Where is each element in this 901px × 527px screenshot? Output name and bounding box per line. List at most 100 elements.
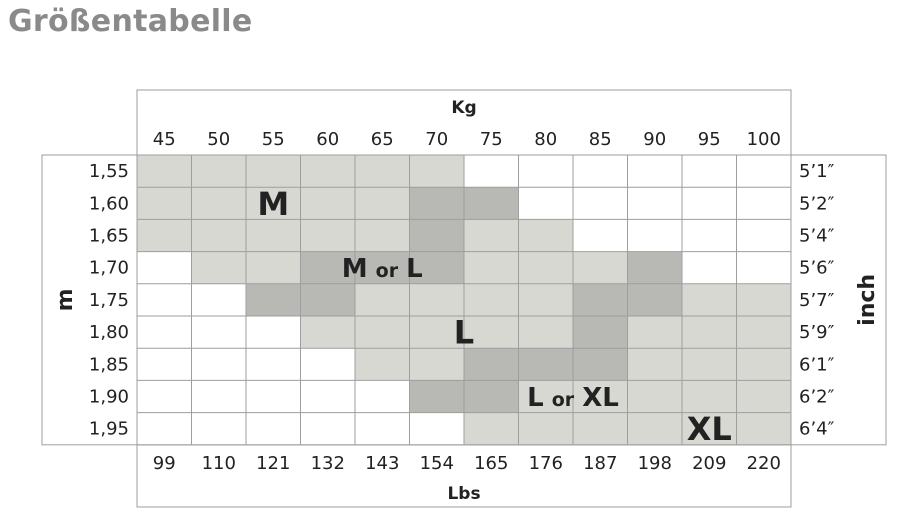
- chart-cell: [736, 219, 791, 252]
- y-tick-label-right: 5’9″: [799, 322, 835, 343]
- size-label-size: L: [454, 314, 474, 352]
- chart-cell: [573, 316, 628, 349]
- chart-cell: [682, 380, 737, 413]
- chart-cell: [246, 251, 301, 284]
- y-tick-label-left: 1,65: [89, 226, 129, 247]
- chart-cell: [573, 155, 628, 188]
- size-label-size: XL: [687, 410, 732, 448]
- x-tick-label-top: 50: [207, 129, 230, 150]
- chart-cell: [736, 155, 791, 188]
- chart-cell: [191, 155, 246, 188]
- chart-cell: [300, 219, 355, 252]
- chart-cell: [464, 219, 519, 252]
- chart-cell: [682, 219, 737, 252]
- chart-cell: [518, 251, 573, 284]
- chart-cell: [300, 283, 355, 316]
- x-tick-label-top: 45: [153, 129, 176, 150]
- y-tick-label-left: 1,75: [89, 290, 129, 311]
- chart-ticks: Kg 45 50 55 60 65 70 75 80 85 90 95 100 99 110 121 132 14…: [53, 98, 880, 504]
- chart-cell: [736, 380, 791, 413]
- chart-cell: [246, 380, 301, 413]
- chart-cell: [246, 219, 301, 252]
- chart-cell: [627, 316, 682, 349]
- chart-cell: [137, 316, 192, 349]
- chart-cell: [736, 187, 791, 220]
- chart-cell: [355, 219, 410, 252]
- chart-cell: [191, 316, 246, 349]
- y-tick-label-left: 1,70: [89, 258, 129, 279]
- size-label-or: or: [552, 389, 575, 411]
- x-tick-label-top: 90: [643, 129, 666, 150]
- chart-cell: [573, 251, 628, 284]
- chart-cells: [137, 155, 791, 445]
- chart-cell: [518, 155, 573, 188]
- chart-cell: [355, 412, 410, 445]
- chart-cell: [682, 283, 737, 316]
- y-tick-label-right: 5’1″: [799, 161, 835, 182]
- size-label: M: [257, 185, 289, 223]
- chart-cell: [191, 187, 246, 220]
- chart-cell: [736, 348, 791, 381]
- y-axis-title-right: inch: [855, 274, 880, 326]
- chart-cell: [191, 412, 246, 445]
- x-axis-title-bottom: Lbs: [447, 484, 480, 504]
- chart-cell: [573, 348, 628, 381]
- y-tick-label-right: 6’1″: [799, 354, 835, 375]
- size-label-size: L: [527, 383, 544, 413]
- chart-cell: [627, 251, 682, 284]
- x-tick-label-bottom: 220: [747, 453, 781, 474]
- size-label-size: L: [406, 254, 423, 284]
- x-tick-label-bottom: 198: [638, 453, 672, 474]
- x-tick-label-top: 95: [698, 129, 721, 150]
- chart-cell: [627, 412, 682, 445]
- size-label-or: or: [376, 260, 399, 282]
- chart-cell: [300, 187, 355, 220]
- chart-cell: [682, 251, 737, 284]
- chart-cell: [627, 187, 682, 220]
- chart-cell: [300, 348, 355, 381]
- x-tick-label-bottom: 143: [365, 453, 399, 474]
- y-tick-label-right: 5’6″: [799, 258, 835, 279]
- chart-cell: [191, 348, 246, 381]
- chart-cell: [518, 316, 573, 349]
- chart-cell: [137, 187, 192, 220]
- x-tick-label-bottom: 165: [474, 453, 508, 474]
- chart-cell: [627, 155, 682, 188]
- chart-cell: [573, 219, 628, 252]
- chart-cell: [627, 283, 682, 316]
- chart-cell: [682, 412, 737, 445]
- chart-cell: [736, 412, 791, 445]
- chart-cell: [137, 283, 192, 316]
- chart-cell: [300, 155, 355, 188]
- chart-cell: [518, 412, 573, 445]
- chart-cell: [300, 412, 355, 445]
- chart-cell: [682, 316, 737, 349]
- chart-cell: [409, 251, 464, 284]
- x-tick-label-bottom: 176: [529, 453, 563, 474]
- chart-cell: [573, 283, 628, 316]
- size-label-size: M: [257, 185, 289, 223]
- chart-cell: [464, 251, 519, 284]
- y-tick-label-right: 6’4″: [799, 419, 835, 440]
- chart-cell: [627, 219, 682, 252]
- x-tick-label-top: 85: [589, 129, 612, 150]
- page-title: Größentabelle: [8, 4, 253, 39]
- y-tick-label-left: 1,55: [89, 161, 129, 182]
- chart-cell: [682, 187, 737, 220]
- chart-cell: [573, 187, 628, 220]
- chart-cell: [137, 219, 192, 252]
- chart-cell: [409, 348, 464, 381]
- top-axis-frame: [136, 89, 792, 156]
- chart-cell: [191, 219, 246, 252]
- chart-cell: [355, 251, 410, 284]
- x-tick-label-top: 80: [534, 129, 557, 150]
- chart-cell: [300, 316, 355, 349]
- chart-cell: [246, 155, 301, 188]
- chart-cell: [137, 412, 192, 445]
- chart-cell: [137, 380, 192, 413]
- chart-cell: [355, 380, 410, 413]
- chart-cell: [355, 348, 410, 381]
- chart-cell: [246, 283, 301, 316]
